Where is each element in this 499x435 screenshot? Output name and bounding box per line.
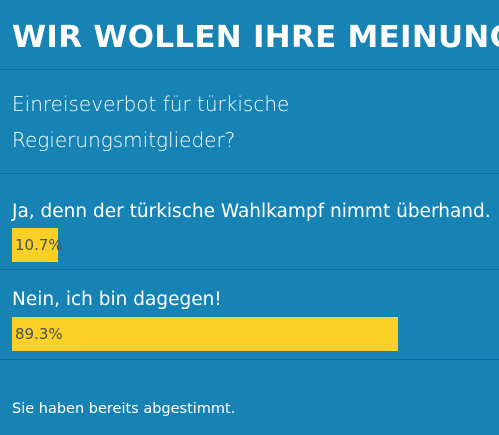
question-divider [0, 173, 499, 174]
poll-option-nein: Nein, ich bin dagegen! 89.3% [0, 287, 499, 351]
result-percent: 89.3% [15, 325, 63, 343]
result-bar: 89.3% [12, 317, 444, 351]
result-bar-fill [12, 228, 59, 262]
vote-status: Sie haben bereits abgestimmt. [12, 401, 236, 417]
poll-title: WIR WOLLEN IHRE MEINUNG. [12, 20, 499, 55]
result-bar-fill [12, 317, 398, 351]
option-label: Ja, denn der türkische Wahlkampf nimmt ü… [12, 201, 491, 222]
options-bottom-divider [0, 359, 499, 360]
result-percent: 10.7% [15, 236, 63, 254]
option-label: Nein, ich bin dagegen! [12, 289, 222, 310]
poll-question: Einreiseverbot für türkische Regierungsm… [12, 92, 290, 152]
title-divider [0, 69, 499, 70]
poll-option-ja: Ja, denn der türkische Wahlkampf nimmt ü… [0, 199, 499, 263]
option-divider [0, 269, 499, 270]
result-bar: 10.7% [12, 228, 444, 262]
